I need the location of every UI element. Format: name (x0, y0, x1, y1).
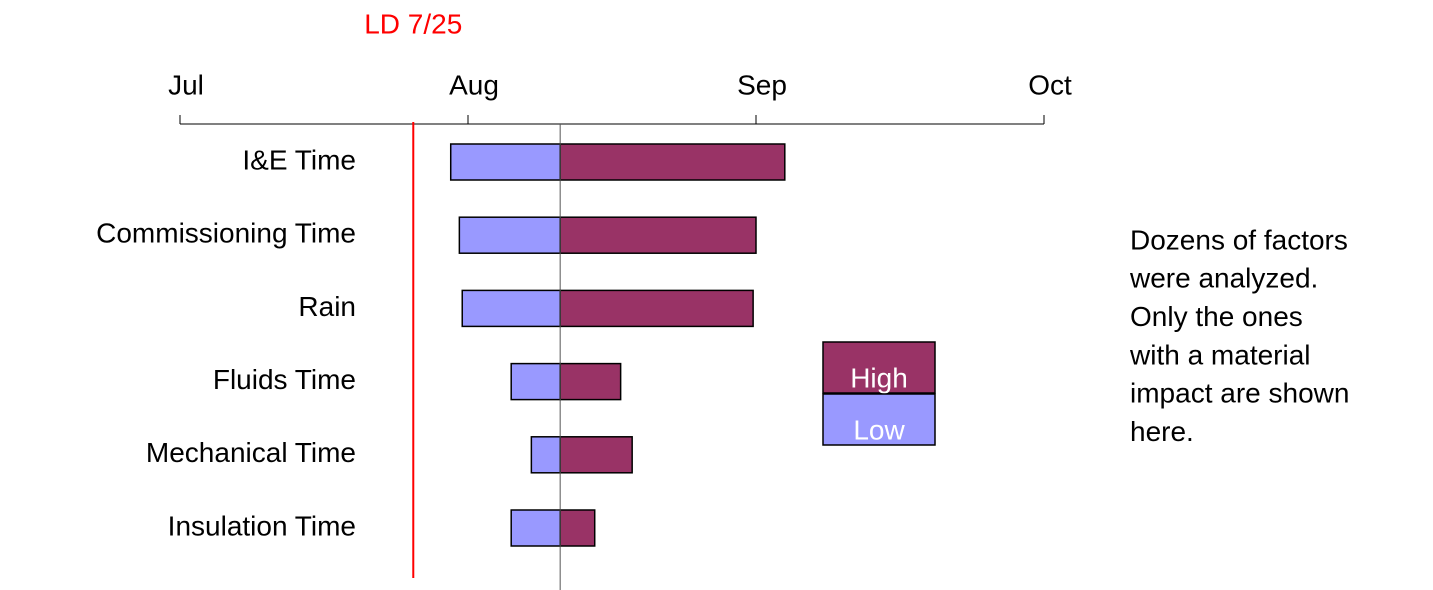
bar (559, 216, 757, 254)
x-tick-label: Oct (1028, 69, 1072, 100)
y-tick-label: Rain (298, 291, 356, 322)
x-tick-label: Jul (168, 69, 204, 100)
legend-label: Low (853, 414, 905, 445)
y-tick-label: Insulation Time (168, 510, 356, 541)
bar (458, 216, 561, 254)
note-line: impact are shown (1130, 378, 1349, 409)
legend-label: High (850, 362, 908, 393)
bar (461, 289, 561, 328)
y-tick-label: Mechanical Time (146, 437, 356, 468)
y-tick-label: I&E Time (242, 144, 356, 175)
bar (510, 362, 561, 401)
note-line: with a material (1129, 339, 1311, 370)
bar (559, 509, 596, 547)
x-tick-label: Sep (737, 69, 787, 100)
x-tick-label: Aug (449, 69, 499, 100)
bar (559, 143, 786, 181)
note-line: here. (1130, 416, 1194, 447)
note-line: Only the ones (1130, 301, 1303, 332)
note-line: Dozens of factors (1130, 224, 1348, 255)
legend-swatch (822, 393, 936, 446)
legend-swatch (822, 341, 936, 394)
bar (559, 362, 622, 401)
reference-label: LD 7/25 (364, 8, 462, 39)
y-tick-label: Fluids Time (213, 364, 356, 395)
bar (559, 289, 754, 328)
bar (530, 436, 561, 474)
bar (559, 436, 633, 474)
bar (510, 509, 561, 547)
y-tick-label: Commissioning Time (96, 218, 356, 249)
note-line: were analyzed. (1129, 263, 1318, 294)
bar (449, 143, 561, 181)
